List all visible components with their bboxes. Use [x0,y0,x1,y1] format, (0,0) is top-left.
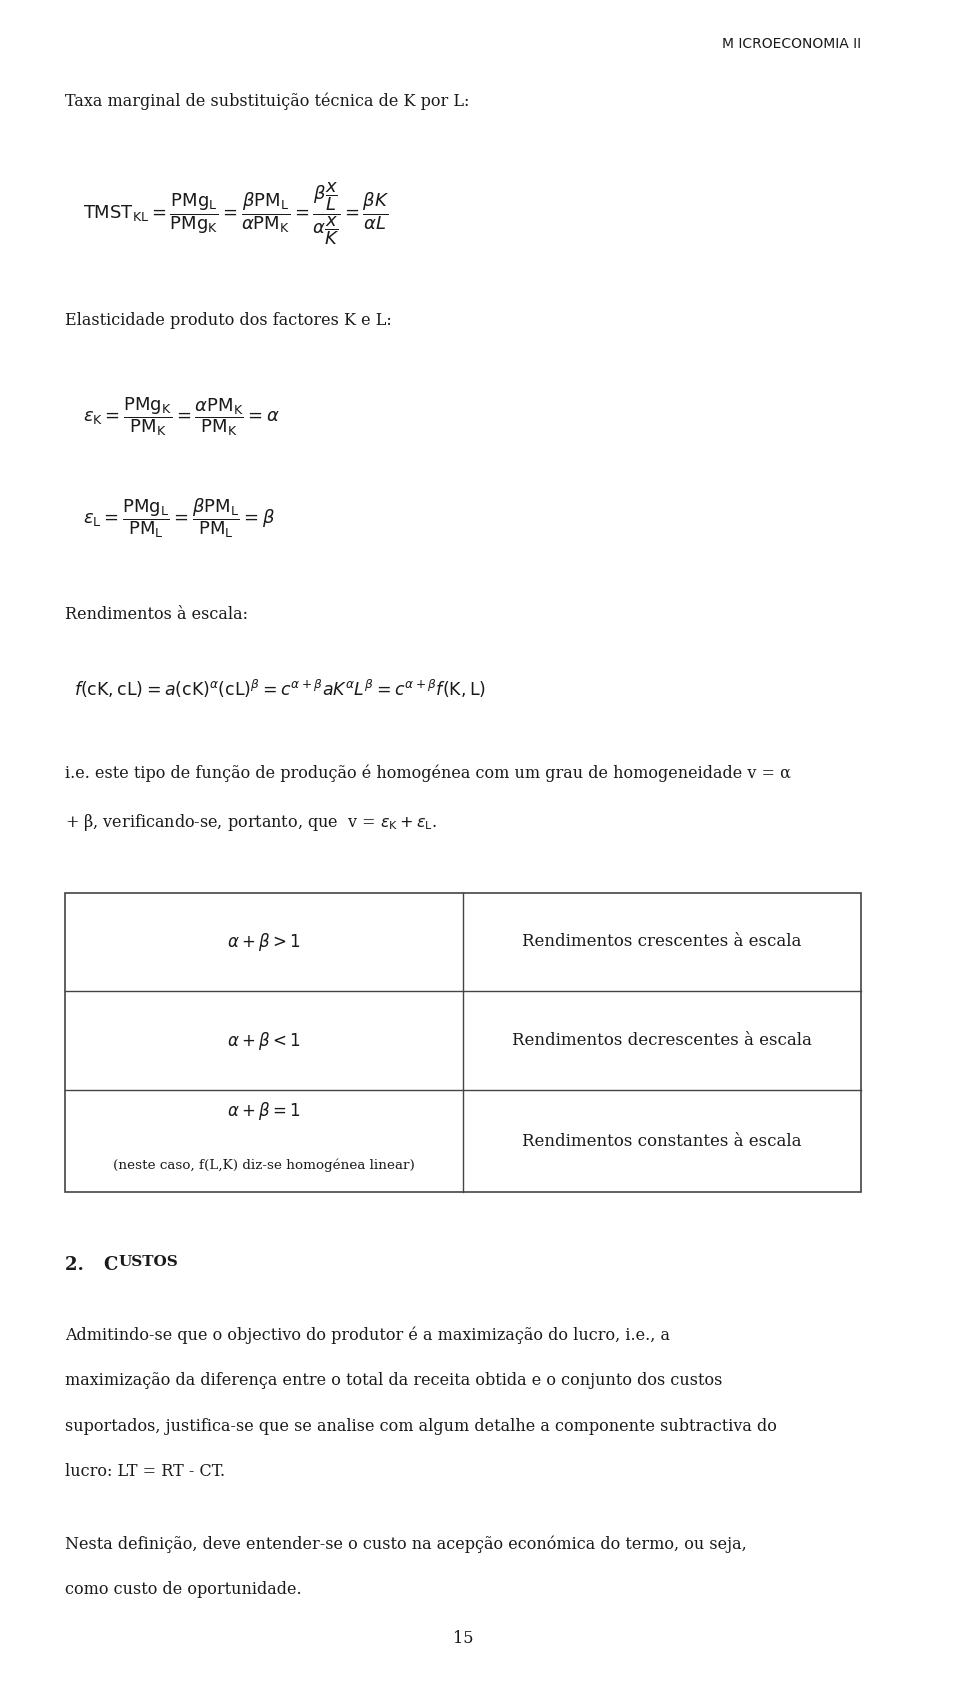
Text: $\mathrm{TMST}_{\mathrm{KL}} = \dfrac{\mathrm{PMg}_{\mathrm{L}}}{\mathrm{PMg}_{\: $\mathrm{TMST}_{\mathrm{KL}} = \dfrac{\m… [84,180,390,248]
Text: Rendimentos crescentes à escala: Rendimentos crescentes à escala [522,933,802,950]
Text: i.e. este tipo de função de produção é homogénea com um grau de homogeneidade v : i.e. este tipo de função de produção é h… [65,765,791,781]
Text: Rendimentos decrescentes à escala: Rendimentos decrescentes à escala [513,1032,812,1049]
Text: $\alpha + \beta = 1$: $\alpha + \beta = 1$ [228,1100,300,1122]
Text: C: C [104,1256,118,1275]
Text: $\varepsilon_{\mathrm{K}} = \dfrac{\mathrm{PMg}_{\mathrm{K}}}{\mathrm{PM}_{\math: $\varepsilon_{\mathrm{K}} = \dfrac{\math… [84,396,280,438]
Text: Admitindo-se que o objectivo do produtor é a maximização do lucro, i.e., a: Admitindo-se que o objectivo do produtor… [65,1327,670,1344]
Text: 2.: 2. [65,1256,90,1275]
Text: $\alpha + \beta > 1$: $\alpha + \beta > 1$ [228,931,300,953]
Text: $\varepsilon_{\mathrm{L}} = \dfrac{\mathrm{PMg}_{\mathrm{L}}}{\mathrm{PM}_{\math: $\varepsilon_{\mathrm{L}} = \dfrac{\math… [84,497,276,541]
Text: 15: 15 [453,1630,473,1647]
Text: lucro: LT = RT - CT.: lucro: LT = RT - CT. [65,1463,225,1480]
Text: Rendimentos constantes à escala: Rendimentos constantes à escala [522,1133,802,1150]
Text: $\alpha + \beta < 1$: $\alpha + \beta < 1$ [228,1031,300,1052]
Text: USTOS: USTOS [118,1255,179,1268]
Text: M ICROECONOMIA II: M ICROECONOMIA II [722,37,861,51]
Text: suportados, justifica-se que se analise com algum detalhe a componente subtracti: suportados, justifica-se que se analise … [65,1418,777,1435]
Text: Rendimentos à escala:: Rendimentos à escala: [65,606,248,623]
Text: maximização da diferença entre o total da receita obtida e o conjunto dos custos: maximização da diferença entre o total d… [65,1372,722,1389]
Text: $f(\mathrm{cK},\mathrm{cL}) = a(\mathrm{cK})^{\alpha}(\mathrm{cL})^{\beta} = c^{: $f(\mathrm{cK},\mathrm{cL}) = a(\mathrm{… [74,677,486,701]
Bar [65,893,861,1192]
Text: como custo de oportunidade.: como custo de oportunidade. [65,1581,301,1598]
Text: (neste caso, f(L,K) diz-se homogénea linear): (neste caso, f(L,K) diz-se homogénea lin… [113,1159,415,1172]
Text: Taxa marginal de substituição técnica de K por L:: Taxa marginal de substituição técnica de… [65,93,469,109]
Text: Nesta definição, deve entender-se o custo na acepção económica do termo, ou seja: Nesta definição, deve entender-se o cust… [65,1536,747,1553]
Text: Elasticidade produto dos factores K e L:: Elasticidade produto dos factores K e L: [65,312,392,328]
Text: + β, verificando-se, portanto, que  v = $\varepsilon_{\mathrm{K}} + \varepsilon_: + β, verificando-se, portanto, que v = $… [65,812,437,832]
